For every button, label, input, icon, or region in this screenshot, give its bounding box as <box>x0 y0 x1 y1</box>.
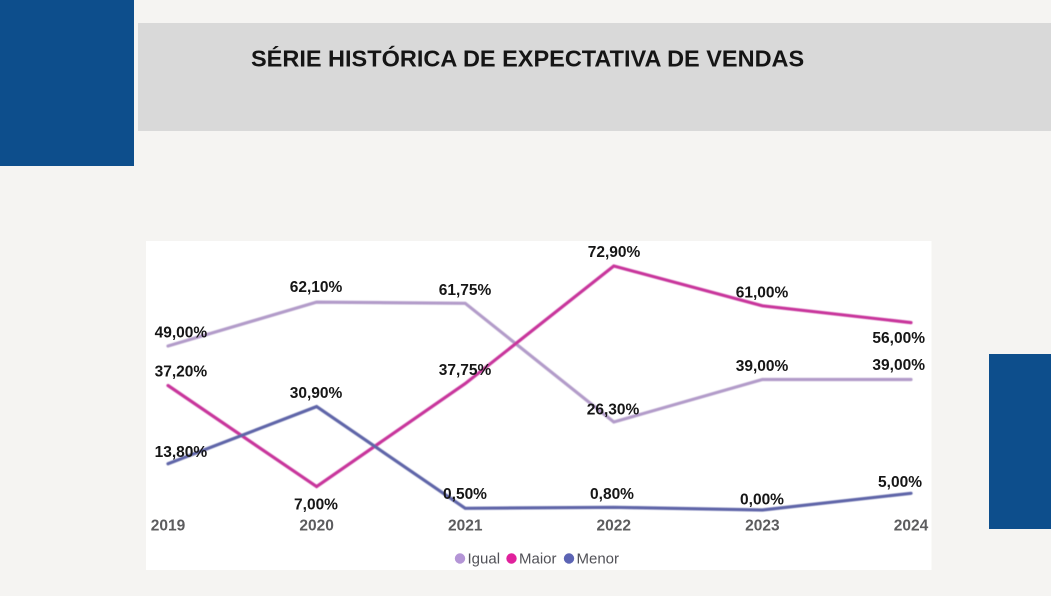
svg-text:39,00%: 39,00% <box>872 357 925 374</box>
svg-text:5,00%: 5,00% <box>878 474 922 491</box>
svg-text:2024: 2024 <box>894 518 929 535</box>
svg-text:49,00%: 49,00% <box>155 325 208 342</box>
svg-text:30,90%: 30,90% <box>290 385 343 402</box>
svg-text:13,80%: 13,80% <box>155 444 208 461</box>
svg-text:61,75%: 61,75% <box>439 282 492 299</box>
svg-text:0,50%: 0,50% <box>443 486 487 503</box>
svg-text:Igual: Igual <box>468 551 501 568</box>
svg-text:2022: 2022 <box>597 518 631 535</box>
svg-text:2019: 2019 <box>151 518 186 535</box>
svg-text:39,00%: 39,00% <box>736 358 789 375</box>
svg-text:2023: 2023 <box>745 518 780 535</box>
svg-text:Maior: Maior <box>519 551 557 568</box>
svg-text:56,00%: 56,00% <box>872 330 925 347</box>
svg-text:2020: 2020 <box>299 518 333 535</box>
svg-text:26,30%: 26,30% <box>587 402 640 419</box>
svg-text:37,20%: 37,20% <box>155 364 208 381</box>
svg-text:0,00%: 0,00% <box>740 492 784 509</box>
svg-text:62,10%: 62,10% <box>290 279 343 296</box>
svg-text:0,80%: 0,80% <box>590 486 634 503</box>
svg-text:Menor: Menor <box>577 551 620 568</box>
svg-text:61,00%: 61,00% <box>736 285 789 302</box>
svg-text:72,90%: 72,90% <box>588 244 641 261</box>
svg-text:2021: 2021 <box>448 518 483 535</box>
svg-text:SÉRIE HISTÓRICA DE EXPECTATIVA: SÉRIE HISTÓRICA DE EXPECTATIVA DE VENDAS <box>251 45 804 72</box>
svg-text:7,00%: 7,00% <box>294 497 338 514</box>
svg-text:37,75%: 37,75% <box>439 362 492 379</box>
